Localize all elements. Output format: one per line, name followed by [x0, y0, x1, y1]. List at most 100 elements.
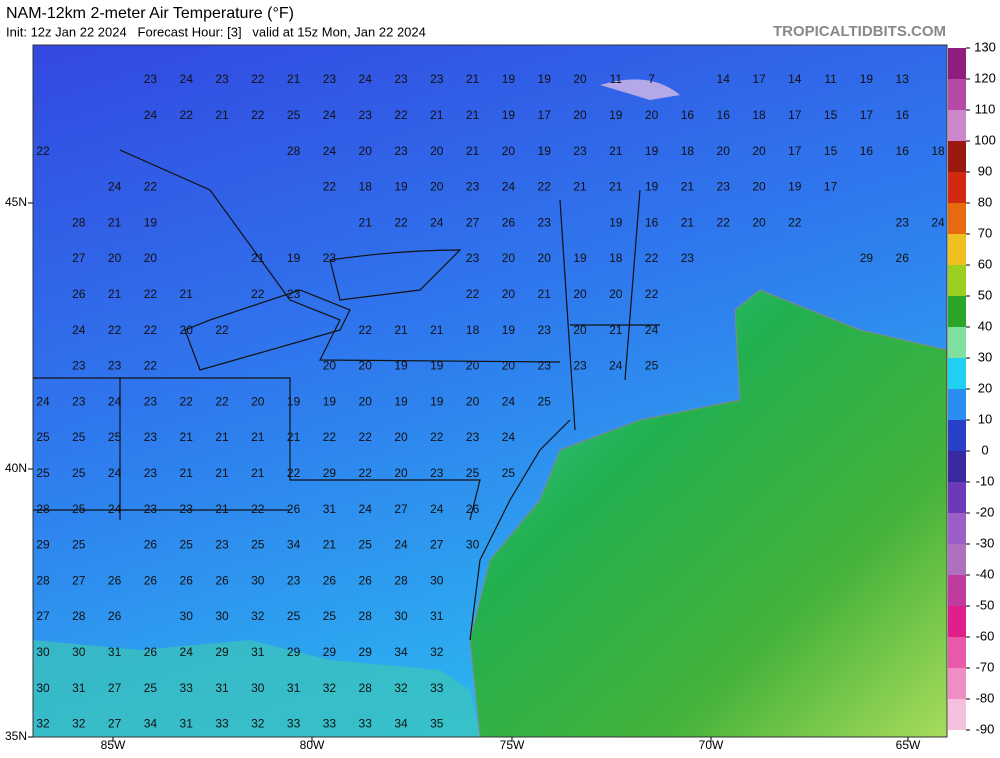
temp-label: 22	[180, 108, 194, 122]
temp-label: 21	[215, 466, 229, 480]
temp-label: 21	[609, 323, 623, 337]
colorbar-segment	[948, 668, 966, 699]
temp-label: 27	[394, 502, 408, 516]
temp-label: 21	[180, 430, 194, 444]
colorbar-label: 120	[974, 70, 996, 85]
warm-region	[33, 640, 480, 737]
temp-label: 33	[430, 681, 444, 695]
temp-label: 30	[36, 645, 50, 659]
temp-label: 28	[72, 215, 86, 229]
temp-label: 34	[287, 538, 301, 552]
colorbar-segment	[948, 420, 966, 451]
temp-label: 23	[359, 108, 373, 122]
temp-label: 25	[72, 538, 86, 552]
temp-label: 23	[72, 394, 86, 408]
temp-label: 26	[215, 573, 229, 587]
colorbar-label: 40	[978, 318, 992, 333]
temp-label: 19	[502, 323, 516, 337]
lat-label: 40N	[5, 461, 27, 475]
temp-label: 28	[287, 144, 301, 158]
temp-label: 25	[36, 466, 50, 480]
temp-label: 21	[430, 323, 444, 337]
temp-label: 15	[824, 144, 838, 158]
colorbar-segment	[948, 699, 966, 730]
temp-label: 26	[896, 251, 910, 265]
temp-label: 19	[538, 72, 552, 86]
temp-label: 31	[251, 645, 265, 659]
temp-label: 23	[323, 251, 337, 265]
temp-label: 21	[215, 502, 229, 516]
temp-label: 34	[394, 645, 408, 659]
temp-label: 29	[323, 466, 337, 480]
temp-label: 26	[108, 609, 122, 623]
temp-label: 22	[359, 466, 373, 480]
temp-label: 20	[573, 287, 587, 301]
colorbar-label: 90	[978, 163, 992, 178]
colorbar-segment	[948, 451, 966, 482]
temp-label: 20	[538, 251, 552, 265]
temp-label: 30	[251, 573, 265, 587]
temp-label: 14	[788, 72, 802, 86]
temp-label: 21	[323, 538, 337, 552]
temp-label: 19	[430, 394, 444, 408]
colorbar-segment	[948, 296, 966, 327]
temp-label: 23	[717, 180, 731, 194]
temp-label: 30	[251, 681, 265, 695]
colorbar-segment	[948, 327, 966, 358]
temp-label: 23	[573, 359, 587, 373]
temp-label: 22	[215, 323, 229, 337]
colorbar-segment	[948, 141, 966, 172]
temp-label: 15	[824, 108, 838, 122]
colorbar-label: 70	[978, 225, 992, 240]
temp-label: 20	[502, 144, 516, 158]
temp-label: 20	[502, 359, 516, 373]
temp-label: 20	[430, 180, 444, 194]
temp-label: 21	[466, 72, 480, 86]
lon-label: 85W	[101, 738, 126, 752]
temp-label: 31	[323, 502, 337, 516]
temp-label: 23	[287, 287, 301, 301]
temp-label: 23	[573, 144, 587, 158]
temp-label: 21	[573, 180, 587, 194]
temp-label: 22	[251, 108, 265, 122]
temp-label: 22	[144, 180, 158, 194]
temp-label: 19	[144, 215, 158, 229]
cold-spot	[600, 79, 680, 100]
temp-label: 19	[573, 251, 587, 265]
temp-label: 23	[144, 394, 158, 408]
temp-label: 33	[287, 717, 301, 731]
colorbar-segment	[948, 389, 966, 420]
temp-label: 21	[215, 430, 229, 444]
temp-label: 22	[180, 394, 194, 408]
temp-label: 23	[144, 502, 158, 516]
colorbar-segment	[948, 234, 966, 265]
temp-label: 19	[394, 394, 408, 408]
temp-label: 20	[323, 359, 337, 373]
temp-label: 22	[144, 359, 158, 373]
colorbar-label: -20	[976, 504, 995, 519]
temp-label: 7	[648, 72, 655, 86]
temp-label: 22	[144, 323, 158, 337]
temp-label: 33	[323, 717, 337, 731]
temp-label: 20	[394, 466, 408, 480]
temp-label: 23	[430, 466, 444, 480]
temp-label: 20	[359, 359, 373, 373]
colorbar-segment	[948, 544, 966, 575]
temp-label: 26	[144, 573, 158, 587]
temp-label: 25	[538, 394, 552, 408]
temp-label: 20	[752, 180, 766, 194]
temp-label: 32	[394, 681, 408, 695]
temp-label: 17	[788, 108, 802, 122]
colorbar-label: -60	[976, 628, 995, 643]
temp-label: 26	[466, 502, 480, 516]
colorbar-label: 20	[978, 380, 992, 395]
temp-label: 25	[287, 108, 301, 122]
temp-label: 28	[72, 609, 86, 623]
temp-label: 23	[681, 251, 695, 265]
temp-label: 24	[323, 144, 337, 158]
temp-label: 19	[430, 359, 444, 373]
colorbar-label: 50	[978, 287, 992, 302]
colorbar-segment	[948, 575, 966, 606]
temp-label: 19	[645, 180, 659, 194]
temp-label: 18	[359, 180, 373, 194]
